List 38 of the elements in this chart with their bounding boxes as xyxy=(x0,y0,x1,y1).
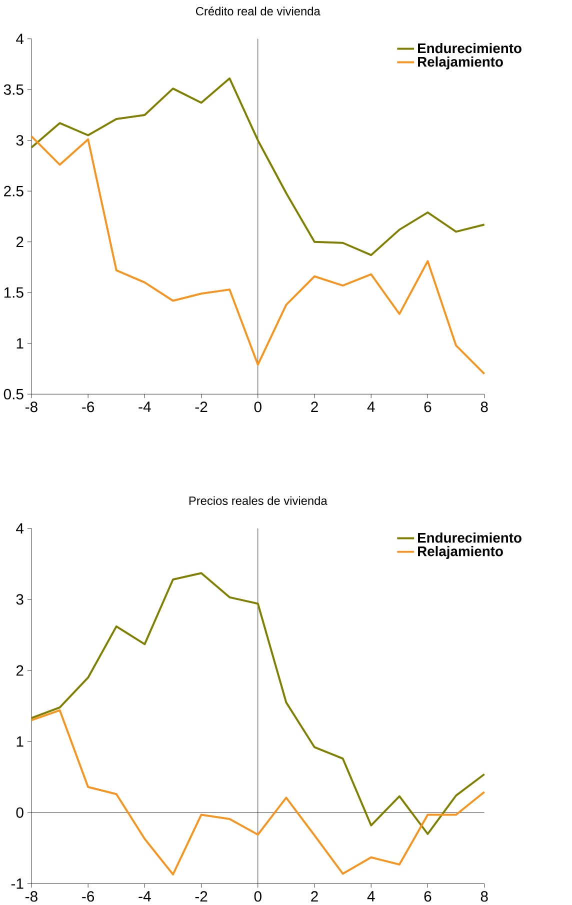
x-tick-label: 6 xyxy=(424,402,432,412)
x-tick-label: -4 xyxy=(138,891,152,902)
x-tick-label: -8 xyxy=(26,891,38,902)
y-tick-label: 2 xyxy=(16,236,24,248)
x-tick-label: 8 xyxy=(481,402,488,412)
y-tick-label: 4 xyxy=(16,34,24,44)
y-tick-label: 3.5 xyxy=(4,84,24,95)
legend-label: Relajamiento xyxy=(418,56,504,70)
x-tick-label: -8 xyxy=(26,402,38,412)
x-tick-label: -2 xyxy=(195,402,208,412)
chart-title: Precios reales de vivienda xyxy=(190,496,328,505)
legend-label: Endurecimiento xyxy=(418,42,522,54)
x-tick-label: 4 xyxy=(367,891,375,902)
x-tick-label: 6 xyxy=(424,891,432,902)
x-tick-label: -6 xyxy=(82,891,94,902)
y-tick-label: -1 xyxy=(12,878,24,889)
y-tick-label: 3 xyxy=(16,135,24,146)
x-tick-label: -2 xyxy=(195,891,208,902)
y-tick-label: 3 xyxy=(16,594,24,605)
y-tick-label: 1 xyxy=(17,338,24,348)
chart-title: Crédito real de vivienda xyxy=(196,6,321,16)
legend-label: Endurecimiento xyxy=(418,532,522,543)
x-tick-label: 0 xyxy=(254,891,262,902)
x-tick-label: 2 xyxy=(311,402,318,412)
x-tick-label: 0 xyxy=(254,402,262,412)
x-tick-label: -4 xyxy=(138,402,152,412)
x-tick-label: 8 xyxy=(481,891,488,902)
y-tick-label: 1 xyxy=(17,736,24,747)
legend-label: Relajamiento xyxy=(418,546,504,559)
y-tick-label: 2.5 xyxy=(4,186,24,196)
y-tick-label: 1.5 xyxy=(4,287,24,298)
x-tick-label: -6 xyxy=(82,402,94,412)
y-tick-label: 2 xyxy=(16,665,24,676)
x-tick-label: 2 xyxy=(311,891,318,902)
y-tick-label: 4 xyxy=(16,523,24,534)
y-tick-label: 0 xyxy=(16,807,24,818)
y-tick-label: 0.5 xyxy=(4,388,24,400)
x-tick-label: 4 xyxy=(367,402,375,412)
